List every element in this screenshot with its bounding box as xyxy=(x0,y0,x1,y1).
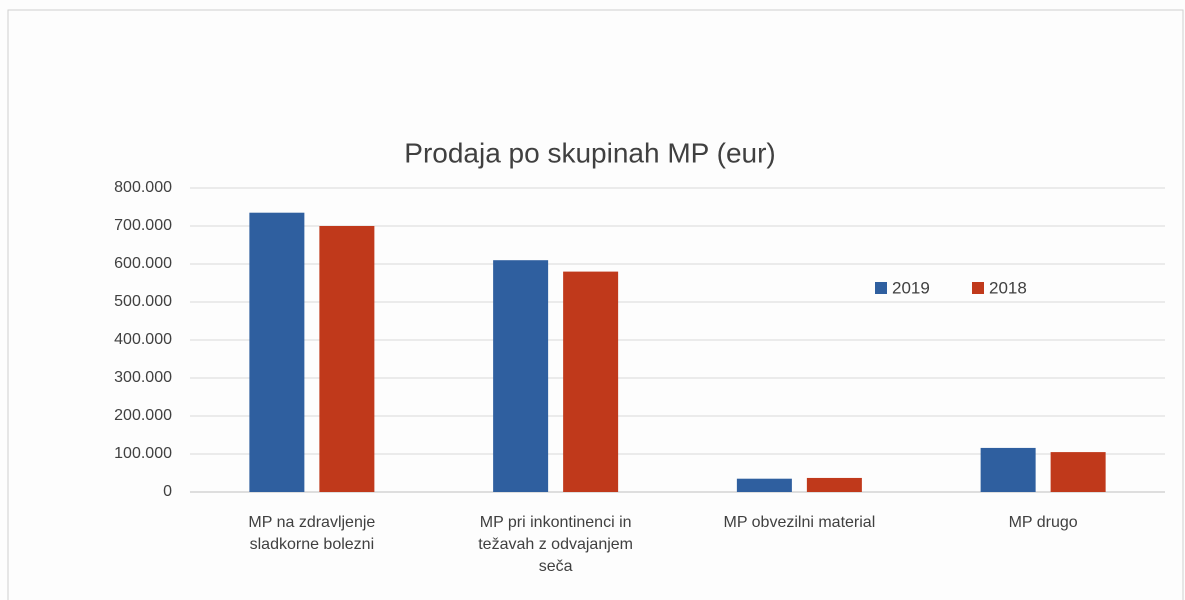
bar xyxy=(1050,452,1106,492)
legend-swatch xyxy=(875,282,887,294)
y-tick-label: 800.000 xyxy=(114,179,172,196)
y-tick-label: 200.000 xyxy=(114,407,172,424)
y-tick-label: 600.000 xyxy=(114,255,172,272)
y-tick-label: 300.000 xyxy=(114,369,172,386)
bar xyxy=(249,212,305,492)
x-tick-label: MP na zdravljenje sladkorne bolezni xyxy=(248,514,376,553)
legend-swatch xyxy=(972,282,984,294)
legend-label: 2018 xyxy=(989,278,1027,297)
y-tick-label: 400.000 xyxy=(114,331,172,348)
y-tick-label: 100.000 xyxy=(114,445,172,462)
bar xyxy=(563,271,619,492)
y-tick-label: 500.000 xyxy=(114,293,172,310)
bar xyxy=(806,477,862,492)
bar xyxy=(493,260,549,492)
chart-border xyxy=(7,9,1184,600)
bar xyxy=(980,447,1036,492)
bar xyxy=(736,478,792,492)
y-tick-label: 0 xyxy=(163,483,172,500)
chart-title: Prodaja po skupinah MP (eur) xyxy=(404,137,775,168)
y-tick-label: 700.000 xyxy=(114,217,172,234)
legend-label: 2019 xyxy=(892,278,930,297)
x-tick-label: MP obvezilni material xyxy=(723,514,876,531)
x-tick-label: MP drugo xyxy=(1008,514,1078,531)
x-tick-label: MP pri inkontinenci in težavah z odvajan… xyxy=(478,514,633,575)
bar xyxy=(319,226,375,492)
